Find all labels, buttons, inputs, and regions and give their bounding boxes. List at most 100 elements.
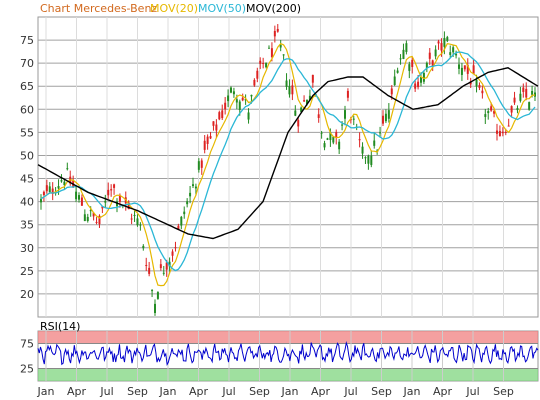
candle-body (45, 185, 48, 192)
price-y-tick-label: 65 (20, 80, 34, 93)
candle-body (118, 195, 121, 202)
x-tick-label: Sep (127, 385, 148, 398)
candle-body (168, 261, 171, 267)
candle-body (101, 206, 104, 209)
candle-body (98, 215, 101, 225)
candle-body (361, 146, 364, 154)
candle-body (349, 119, 352, 121)
candle-body (174, 247, 177, 249)
candle-body (273, 30, 276, 37)
legend-mov50: MOV(50) (198, 2, 246, 15)
legend-mov20: MOV(20) (150, 2, 198, 15)
x-tick-label: Jan (281, 385, 299, 398)
rsi-y-tick-label: 75 (20, 338, 34, 351)
candle-body (276, 28, 279, 32)
candle-body (183, 211, 186, 215)
candle-body (244, 99, 247, 101)
candle-body (139, 224, 142, 226)
candle-body (241, 97, 244, 101)
candle-body (57, 186, 60, 189)
candle-body (256, 70, 259, 79)
candle-body (171, 251, 174, 256)
candle-body (364, 157, 367, 159)
candle-body (417, 81, 420, 88)
candle-body (411, 59, 414, 67)
candle-body (431, 60, 434, 67)
candle-body (303, 100, 306, 102)
candle-body (297, 120, 300, 127)
candle-body (291, 85, 294, 95)
candle-body (238, 101, 241, 110)
candle-body (390, 88, 393, 95)
candle-body (130, 218, 133, 220)
price-y-tick-label: 55 (20, 126, 34, 139)
candle-body (522, 87, 525, 92)
candle-body (525, 88, 528, 98)
candle-body (165, 262, 168, 270)
candle-body (513, 97, 516, 103)
price-y-tick-label: 70 (20, 57, 34, 70)
candle-body (472, 65, 475, 74)
candle-body (528, 102, 531, 110)
candle-body (253, 79, 256, 86)
price-y-tick-label: 20 (20, 288, 34, 301)
candle-body (352, 118, 355, 120)
candle-body (306, 99, 308, 105)
x-tick-label: Apr (311, 385, 331, 398)
candle-body (399, 58, 402, 60)
candle-body (177, 225, 180, 230)
x-tick-label: Apr (433, 385, 453, 398)
legend: Chart Mercedes-Benz MOV(20) MOV(50) MOV(… (40, 2, 301, 15)
candle-body (230, 87, 232, 93)
price-y-tick-label: 25 (20, 265, 34, 278)
candle-body (265, 62, 268, 68)
candle-body (504, 132, 507, 134)
candle-body (235, 99, 238, 103)
candle-body (466, 64, 469, 74)
candle-body (449, 52, 452, 55)
candle-body (224, 102, 227, 110)
candle-body (51, 188, 54, 194)
candle-body (113, 184, 116, 188)
candle-body (481, 90, 484, 94)
price-y-tick-label: 60 (20, 103, 34, 116)
candle-body (203, 140, 206, 150)
mov200-line (37, 67, 539, 240)
candle-body (414, 83, 417, 89)
candle-body (496, 130, 498, 134)
candle-body (75, 191, 78, 200)
candle-body (209, 136, 212, 139)
candle-body (501, 131, 504, 134)
candle-body (326, 138, 329, 140)
x-tick-label: Sep (371, 385, 392, 398)
candle-body (221, 110, 224, 119)
candle-body (232, 91, 235, 95)
x-tick-label: Jul (465, 385, 479, 398)
candle-body (83, 214, 86, 222)
candle-body (367, 155, 370, 164)
x-tick-label: Apr (189, 385, 209, 398)
candle-body (458, 64, 460, 69)
candle-body (92, 212, 95, 217)
price-y-tick-label: 40 (20, 196, 34, 209)
rsi-line (37, 340, 539, 367)
candle-body (402, 49, 405, 59)
candle-body (110, 189, 113, 191)
candle-body (393, 76, 396, 85)
candle-body (443, 37, 446, 47)
candle-body (159, 264, 162, 269)
x-tick-label: Jul (343, 385, 357, 398)
candle-body (490, 106, 493, 111)
candle-body (478, 85, 481, 88)
price-panel: 20 25 30 35 40 45 50 55 60 65 70 75 (20, 16, 539, 318)
candle-body (531, 90, 534, 95)
candle-body (162, 272, 165, 274)
price-plot-area (37, 16, 539, 318)
candle-body (78, 195, 80, 200)
candle-body (382, 115, 384, 124)
candle-body (268, 47, 270, 49)
rsi-y-tick-label: 25 (20, 363, 34, 376)
candle-body (127, 202, 130, 210)
